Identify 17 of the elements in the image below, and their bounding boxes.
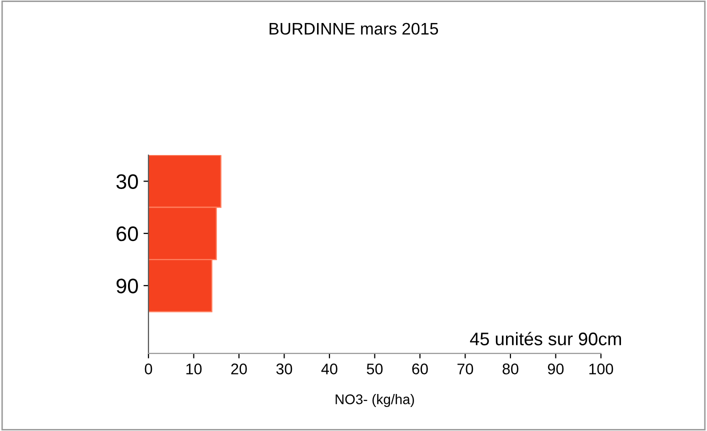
x-tick-label: 40 [321,364,338,374]
x-tick-label: 0 [144,364,152,374]
y-tick-label: 90 [116,278,138,294]
x-axis-title: NO3- (kg/ha) [336,394,414,407]
chart-title: BURDINNE mars 2015 [270,22,438,35]
y-tick-label: 30 [116,174,138,189]
x-tick-label: 70 [457,364,474,374]
x-tick-label: 10 [186,364,202,374]
x-tick-label: 90 [548,364,564,374]
x-tick-label: 60 [412,364,428,374]
x-tick-label: 20 [231,364,247,374]
x-tick-label: 50 [366,364,383,374]
x-tick-label: 100 [589,364,614,374]
y-tick-label: 60 [116,226,138,242]
x-tick-label: 80 [502,364,518,374]
annotation: 45 unités sur 90cm [470,332,621,346]
x-tick-label: 30 [276,364,292,374]
